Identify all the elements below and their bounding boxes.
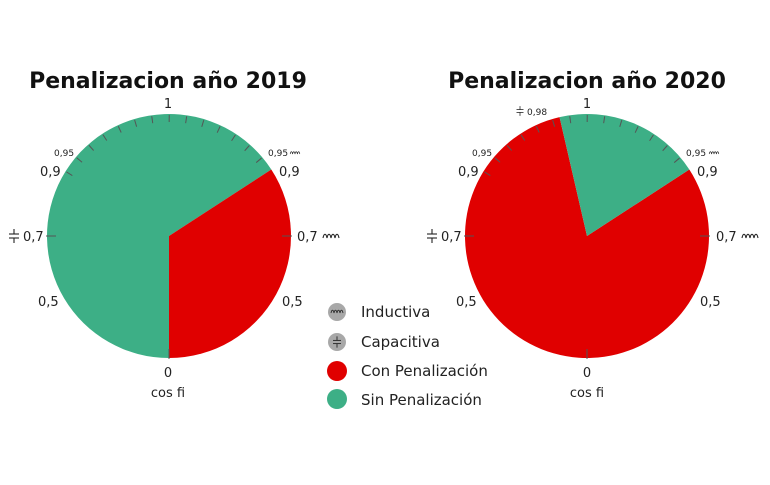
scale-tick bbox=[117, 125, 122, 133]
chart-2020: Penalizacion año 2020 1 0 cos fi 0,95 0,… bbox=[426, 69, 759, 401]
pie-slices bbox=[46, 113, 291, 358]
scale-label-right-05: 0,5 bbox=[700, 295, 721, 310]
axis-label: cos fi bbox=[570, 386, 604, 401]
legend-item-con-penalizacion: Con Penalización bbox=[327, 361, 488, 381]
legend: Inductiva Capacitiva Con Penalización Si… bbox=[327, 303, 488, 409]
legend-item-sin-penalizacion: Sin Penalización bbox=[327, 389, 482, 409]
capacitor-icon bbox=[8, 228, 20, 244]
legend-label: Inductiva bbox=[361, 303, 430, 321]
scale-label-right-09: 0,9 bbox=[697, 165, 718, 180]
pie-slice bbox=[464, 117, 709, 358]
scale-label-1: 1 bbox=[164, 97, 172, 112]
scale-label-left-05: 0,5 bbox=[38, 295, 59, 310]
chart-title: Penalizacion año 2019 bbox=[29, 69, 307, 94]
scale-tick bbox=[494, 157, 501, 163]
scale-tick bbox=[76, 157, 83, 163]
scale-tick bbox=[619, 119, 623, 127]
scale-label-left-095: 0,95 bbox=[54, 149, 74, 159]
scale-tick bbox=[552, 119, 556, 127]
capacitor-icon bbox=[426, 228, 438, 244]
scale-tick bbox=[535, 125, 540, 133]
scale-ticks bbox=[464, 114, 710, 359]
scale-label-0: 0 bbox=[583, 366, 591, 381]
chart-2019: Penalizacion año 2019 1 0 cos fi 0,95 0,… bbox=[8, 69, 340, 401]
scale-ticks bbox=[46, 114, 292, 359]
scale-tick bbox=[185, 116, 188, 124]
scale-tick bbox=[634, 126, 639, 133]
scale-tick bbox=[520, 134, 526, 141]
scale-tick bbox=[255, 157, 262, 163]
legend-swatch bbox=[327, 389, 347, 409]
scale-label-extra-098: 0,98 bbox=[527, 108, 547, 118]
scale-label-right-095: 0,95 bbox=[686, 149, 706, 159]
scale-tick bbox=[244, 145, 250, 152]
legend-swatch bbox=[327, 361, 347, 381]
scale-label-left-07: 0,7 bbox=[23, 230, 44, 245]
scale-tick bbox=[569, 116, 572, 124]
scale-tick bbox=[151, 116, 154, 124]
scale-label-right-09: 0,9 bbox=[279, 165, 300, 180]
scale-tick bbox=[134, 119, 138, 127]
scale-tick bbox=[603, 116, 606, 124]
scale-tick bbox=[216, 126, 221, 133]
scale-label-left-095: 0,95 bbox=[472, 149, 492, 159]
scale-tick bbox=[66, 171, 73, 177]
scale-tick bbox=[506, 144, 512, 151]
legend-label: Con Penalización bbox=[361, 362, 488, 380]
scale-label-0: 0 bbox=[164, 366, 172, 381]
scale-tick bbox=[484, 171, 491, 177]
legend-item-inductiva: Inductiva bbox=[328, 303, 430, 321]
inductive-coil-icon bbox=[289, 151, 301, 155]
scale-tick bbox=[231, 134, 236, 141]
pie-slice bbox=[169, 169, 291, 358]
inductive-coil-icon bbox=[708, 151, 720, 155]
legend-item-capacitiva: Capacitiva bbox=[328, 333, 440, 351]
scale-tick bbox=[673, 157, 680, 163]
scale-tick bbox=[102, 134, 108, 141]
scale-label-right-07: 0,7 bbox=[716, 230, 737, 245]
scale-tick bbox=[88, 144, 94, 151]
pie-slice bbox=[46, 113, 272, 358]
legend-label: Sin Penalización bbox=[361, 391, 482, 409]
legend-swatch bbox=[328, 333, 346, 351]
scale-label-1: 1 bbox=[583, 97, 591, 112]
inductive-coil-icon bbox=[322, 233, 340, 239]
scale-tick bbox=[662, 145, 668, 152]
scale-tick bbox=[201, 119, 205, 127]
chart-title: Penalizacion año 2020 bbox=[448, 69, 726, 94]
legend-label: Capacitiva bbox=[361, 333, 440, 351]
pie-slices bbox=[464, 114, 709, 358]
inductive-coil-icon bbox=[741, 233, 759, 239]
scale-label-left-07: 0,7 bbox=[441, 230, 462, 245]
scale-label-left-05: 0,5 bbox=[456, 295, 477, 310]
scale-label-left-09: 0,9 bbox=[458, 165, 479, 180]
axis-label: cos fi bbox=[151, 386, 185, 401]
capacitor-icon bbox=[516, 105, 524, 117]
scale-label-left-09: 0,9 bbox=[40, 165, 61, 180]
scale-label-right-07: 0,7 bbox=[297, 230, 318, 245]
scale-tick bbox=[649, 134, 654, 141]
pie-slice bbox=[559, 114, 690, 236]
scale-label-right-05: 0,5 bbox=[282, 295, 303, 310]
scale-label-right-095: 0,95 bbox=[268, 149, 288, 159]
